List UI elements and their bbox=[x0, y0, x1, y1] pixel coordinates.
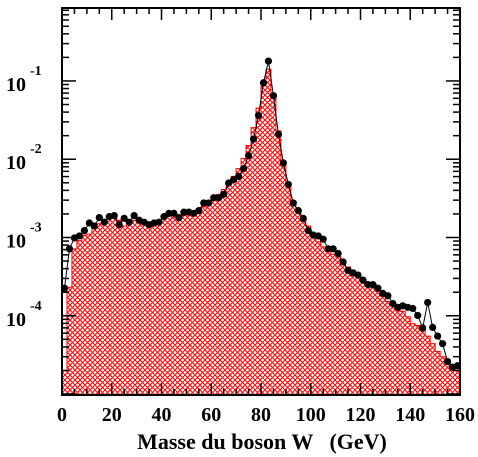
data-point bbox=[244, 152, 253, 160]
data-point bbox=[409, 304, 417, 313]
data-point bbox=[205, 199, 213, 207]
data-point bbox=[115, 221, 123, 229]
data-point bbox=[274, 130, 283, 138]
data-point bbox=[279, 159, 287, 167]
data-point bbox=[284, 180, 292, 189]
ticks-layer bbox=[61, 8, 461, 395]
data-point bbox=[453, 362, 460, 370]
data-point bbox=[419, 324, 427, 332]
data-point bbox=[369, 281, 377, 289]
data-point bbox=[384, 292, 392, 300]
data-point bbox=[62, 284, 69, 292]
data-point bbox=[264, 57, 273, 65]
data-point bbox=[269, 92, 278, 100]
data-point bbox=[65, 245, 74, 253]
data-point bbox=[125, 218, 133, 226]
data-point bbox=[75, 232, 84, 240]
data-point bbox=[155, 218, 163, 226]
y-tick-label-exponent: -3 bbox=[30, 220, 42, 235]
y-tick-label-base: 10 bbox=[6, 152, 26, 174]
data-point bbox=[294, 207, 302, 215]
data-point bbox=[200, 199, 208, 207]
data-point bbox=[120, 214, 128, 222]
data-point bbox=[354, 271, 362, 279]
data-point bbox=[110, 211, 118, 220]
y-tick-label-exponent: -1 bbox=[30, 64, 42, 79]
y-tick-label-exponent: -4 bbox=[30, 299, 42, 314]
data-point bbox=[195, 207, 203, 215]
data-point bbox=[364, 281, 372, 289]
data-point bbox=[359, 276, 367, 284]
data-point bbox=[434, 332, 442, 340]
data-point bbox=[130, 211, 138, 220]
data-point bbox=[424, 298, 432, 307]
data-point bbox=[374, 284, 382, 292]
data-point bbox=[239, 165, 248, 173]
data-point bbox=[443, 357, 452, 366]
y-tick-label-base: 10 bbox=[6, 230, 26, 252]
data-point bbox=[180, 208, 188, 216]
x-tick-label: 60 bbox=[201, 404, 221, 426]
y-tick-label-base: 10 bbox=[6, 74, 26, 96]
x-tick-label: 80 bbox=[251, 404, 271, 426]
tick-labels-layer: 0 20 40 60 80 100 120 140 160 10 -4 10 -3 10 -2 10 -1 bbox=[6, 64, 475, 426]
x-tick-label: 160 bbox=[445, 404, 475, 426]
x-tick-label: 120 bbox=[346, 404, 376, 426]
data-point bbox=[438, 340, 447, 348]
data-point bbox=[329, 245, 337, 253]
data-point bbox=[220, 190, 228, 198]
data-point bbox=[389, 300, 397, 308]
x-axis-title: Masse du boson W (GeV) bbox=[137, 429, 387, 454]
x-tick-label: 100 bbox=[296, 404, 326, 426]
data-point bbox=[299, 214, 307, 222]
data-point bbox=[259, 79, 268, 87]
y-tick-label-exponent: -2 bbox=[30, 142, 42, 157]
data-point bbox=[339, 258, 347, 266]
data-point bbox=[334, 249, 342, 258]
data-point bbox=[414, 311, 422, 320]
x-tick-label: 140 bbox=[395, 404, 425, 426]
x-tick-label: 20 bbox=[102, 404, 122, 426]
data-point bbox=[304, 226, 312, 235]
data-point bbox=[319, 235, 327, 243]
data-point bbox=[254, 111, 263, 120]
data-point bbox=[324, 245, 332, 253]
data-point bbox=[235, 172, 243, 180]
data-point bbox=[165, 209, 173, 217]
histogram-layer bbox=[62, 68, 460, 395]
data-point bbox=[80, 226, 88, 235]
x-tick-label: 0 bbox=[57, 404, 67, 426]
data-point bbox=[175, 214, 183, 222]
data-point bbox=[249, 135, 258, 143]
x-tick-label: 40 bbox=[152, 404, 172, 426]
data-point bbox=[210, 194, 218, 202]
histogram-area bbox=[62, 68, 460, 395]
data-point bbox=[429, 323, 437, 332]
data-point bbox=[100, 218, 108, 226]
data-points-layer bbox=[62, 57, 460, 371]
data-point bbox=[95, 214, 103, 222]
data-point bbox=[289, 199, 297, 207]
data-point bbox=[170, 209, 178, 217]
data-point bbox=[90, 222, 98, 230]
y-tick-label-base: 10 bbox=[6, 309, 26, 331]
